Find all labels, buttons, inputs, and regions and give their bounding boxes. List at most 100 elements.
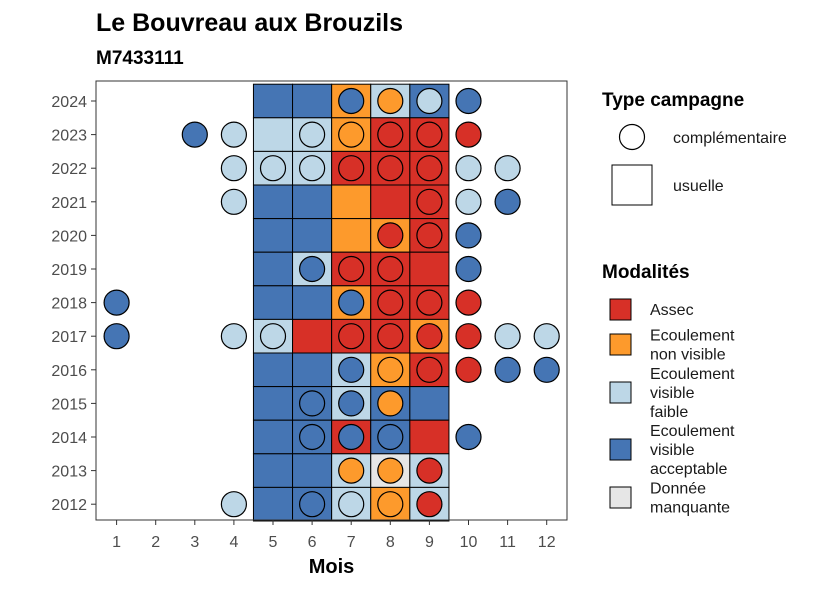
point-2014-10: [455, 423, 482, 451]
tile-2018-6: [292, 285, 333, 320]
tile-2021-5: [252, 184, 294, 220]
point-2016-12: [533, 356, 560, 383]
point-2022-5: [259, 155, 287, 182]
tile-2013-6: [292, 453, 333, 488]
x-tick-label-9: 9: [425, 534, 434, 551]
y-tick-label-2018: 2018: [51, 296, 87, 313]
point-2015-8: [377, 390, 404, 417]
point-2023-7: [338, 121, 365, 148]
legend-campagne-title: Type campagne: [602, 90, 744, 111]
y-axis: 2024 2023 2022 2021 2020 2019 2018 2017 2016 2015…: [51, 94, 96, 514]
x-tick-label-8: 8: [386, 534, 395, 551]
point-2020-9: [416, 222, 443, 249]
x-axis: 1 2 3 4 5 6 7 8 9 10 11 12: [112, 520, 556, 551]
y-tick-label-2015: 2015: [51, 396, 87, 413]
point-2019-8: [377, 255, 404, 283]
point-2016-9: [416, 356, 443, 383]
point-2022-6: [299, 155, 326, 182]
x-tick-label-11: 11: [499, 534, 516, 551]
tile-2024-6: [292, 83, 333, 119]
point-2020-10: [455, 222, 482, 249]
complementaire-circles-layer: [103, 87, 560, 518]
point-2012-8: [377, 491, 404, 518]
tile-2015-5: [252, 386, 294, 421]
point-2017-1: [103, 323, 130, 350]
point-2014-7: [338, 423, 365, 451]
point-2017-9: [416, 323, 443, 350]
point-2023-10: [455, 121, 482, 148]
point-2014-6: [299, 423, 326, 451]
x-tick-label-7: 7: [347, 534, 356, 551]
point-2023-8: [377, 121, 404, 148]
point-2015-7: [338, 390, 365, 417]
tile-2024-5: [252, 83, 294, 119]
tile-2012-5: [252, 486, 294, 522]
tile-2016-6: [292, 352, 333, 388]
point-2018-7: [338, 289, 365, 316]
x-tick-label-5: 5: [269, 534, 278, 551]
tile-2021-8: [370, 184, 411, 220]
tile-2013-5: [252, 453, 294, 488]
tile-2020-6: [292, 218, 333, 253]
point-2023-4: [220, 121, 247, 148]
point-2024-8: [377, 87, 404, 115]
point-2013-9: [416, 457, 443, 484]
point-2012-7: [338, 491, 365, 518]
chart-subtitle: M7433111: [96, 48, 184, 69]
point-2021-4: [220, 188, 247, 215]
y-tick-label-2019: 2019: [51, 262, 87, 279]
point-2023-3: [181, 121, 208, 148]
point-2018-10: [455, 289, 482, 316]
legend-swatch-N: [609, 333, 632, 356]
x-tick-label-4: 4: [229, 534, 238, 551]
point-2017-12: [533, 323, 560, 350]
legend-swatch-M: [609, 486, 632, 509]
point-2016-11: [494, 356, 521, 383]
point-2018-8: [377, 289, 404, 316]
legend-label-usuelle: usuelle: [673, 178, 724, 195]
y-tick-label-2016: 2016: [51, 363, 87, 380]
tile-2020-5: [252, 218, 294, 253]
point-2016-7: [338, 356, 365, 383]
x-tick-label-3: 3: [190, 534, 199, 551]
point-2019-7: [338, 255, 365, 283]
tile-2014-5: [252, 419, 294, 455]
tile-2017-6: [292, 318, 333, 354]
tile-2021-7: [331, 184, 372, 220]
point-2014-8: [377, 423, 404, 451]
tile-2016-5: [252, 352, 294, 388]
tile-2014-9: [409, 419, 450, 455]
legend-label-A: Assec: [650, 302, 694, 319]
point-2021-10: [455, 188, 482, 215]
x-tick-label-6: 6: [308, 534, 317, 551]
point-2017-4: [220, 323, 247, 350]
y-tick-label-2022: 2022: [51, 161, 87, 178]
point-2022-7: [338, 155, 365, 182]
point-2013-8: [377, 457, 404, 484]
tile-2021-6: [292, 184, 333, 220]
point-2016-10: [455, 356, 482, 383]
point-2024-10: [455, 87, 482, 115]
x-tick-label-10: 10: [460, 534, 478, 551]
point-2012-4: [220, 491, 247, 518]
x-tick-label-1: 1: [112, 534, 121, 551]
y-tick-label-2023: 2023: [51, 128, 87, 145]
tile-2019-5: [252, 251, 294, 287]
point-2020-8: [377, 222, 404, 249]
point-2023-9: [416, 121, 443, 148]
point-2016-8: [377, 356, 404, 383]
point-2012-9: [416, 491, 443, 518]
legend-swatch-A: [609, 298, 632, 321]
y-tick-label-2021: 2021: [51, 195, 87, 212]
point-2023-6: [299, 121, 326, 148]
tile-2019-9: [409, 251, 450, 287]
tile-2015-9: [409, 386, 450, 421]
x-tick-label-12: 12: [538, 534, 556, 551]
y-tick-label-2020: 2020: [51, 228, 87, 245]
point-2019-10: [455, 255, 482, 283]
point-2022-4: [220, 155, 247, 182]
point-2024-9: [416, 87, 443, 115]
y-tick-label-2017: 2017: [51, 329, 87, 346]
